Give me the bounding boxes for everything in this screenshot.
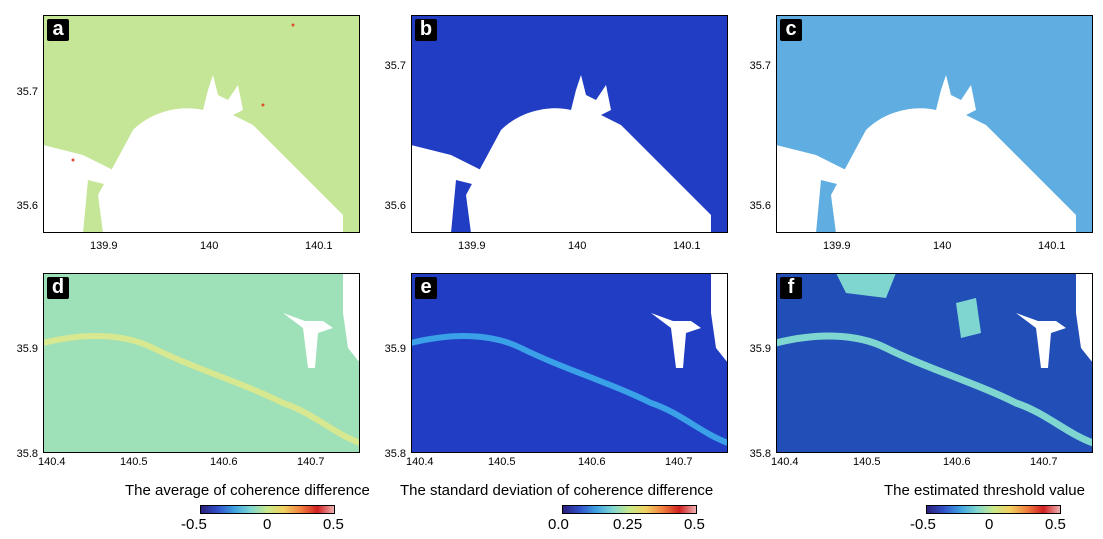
x-tick: 140.7 (297, 456, 325, 468)
x-tick: 140.5 (853, 456, 881, 468)
y-tick: 35.8 (16, 448, 38, 460)
map-b-image (411, 15, 728, 233)
y-tick: 35.6 (749, 200, 771, 212)
colorbar-label: 0.0 (548, 516, 569, 533)
panel-letter: e (415, 277, 437, 299)
x-tick: 140.4 (771, 456, 799, 468)
x-tick: 139.9 (823, 240, 851, 252)
y-tick: 35.6 (16, 200, 38, 212)
colorbar-label: 0.5 (684, 516, 705, 533)
x-tick: 140.5 (488, 456, 516, 468)
y-tick: 35.9 (384, 343, 406, 355)
x-tick: 139.9 (458, 240, 486, 252)
y-tick: 35.9 (749, 343, 771, 355)
panel-a: a 35.7 35.6 139.9 140 140.1 (0, 0, 370, 260)
map-f-image (776, 273, 1093, 453)
x-tick: 139.9 (90, 240, 118, 252)
panel-b: b 35.7 35.6 139.9 140 140.1 (368, 0, 738, 260)
x-tick: 140.4 (406, 456, 434, 468)
y-tick: 35.6 (384, 200, 406, 212)
map-f: f (776, 273, 1093, 453)
map-a-image (43, 15, 360, 233)
x-tick: 140.7 (665, 456, 693, 468)
y-tick: 35.7 (384, 60, 406, 72)
caption-threshold: The estimated threshold value (884, 482, 1085, 499)
x-tick: 140.6 (578, 456, 606, 468)
map-e: e (411, 273, 728, 453)
x-tick: 140.1 (305, 240, 333, 252)
x-tick: 140.1 (1038, 240, 1066, 252)
colorbar-average (200, 505, 335, 514)
y-tick: 35.7 (749, 60, 771, 72)
colorbar-label: -0.5 (910, 516, 936, 533)
y-tick: 35.9 (16, 343, 38, 355)
colorbar-label: 0 (985, 516, 994, 533)
colorbar-threshold (926, 505, 1061, 514)
x-tick: 140.6 (943, 456, 971, 468)
x-tick: 140 (200, 240, 219, 252)
panel-e: e 35.9 35.8 140.4 140.5 140.6 140.7 (368, 268, 738, 468)
map-e-image (411, 273, 728, 453)
panel-letter: b (415, 19, 437, 41)
x-tick: 140.1 (673, 240, 701, 252)
colorbar-label: -0.5 (181, 516, 207, 533)
colorbar-stddev (562, 505, 697, 514)
map-a: a (43, 15, 360, 233)
panel-f: f 35.9 35.8 140.4 140.5 140.6 140.7 (733, 268, 1103, 468)
y-tick: 35.8 (384, 448, 406, 460)
panel-c: c 35.7 35.6 139.9 140 140.1 (733, 0, 1103, 260)
panel-letter: c (780, 19, 802, 41)
y-tick: 35.8 (749, 448, 771, 460)
map-d-image (43, 273, 360, 453)
panel-d: d 35.9 35.8 140.4 140.5 140.6 140.7 (0, 268, 370, 468)
map-c: c (776, 15, 1093, 233)
x-tick: 140 (568, 240, 587, 252)
map-b: b (411, 15, 728, 233)
y-tick: 35.7 (16, 86, 38, 98)
x-tick: 140.4 (38, 456, 66, 468)
panel-letter: d (47, 277, 69, 299)
map-d: d (43, 273, 360, 453)
panel-letter: f (780, 277, 802, 299)
colorbar-label: 0 (263, 516, 272, 533)
panel-letter: a (47, 19, 69, 41)
caption-average: The average of coherence difference (125, 482, 370, 499)
colorbar-label: 0.25 (613, 516, 643, 533)
colorbar-label: 0.5 (1045, 516, 1066, 533)
x-tick: 140.6 (210, 456, 238, 468)
x-tick: 140.5 (120, 456, 148, 468)
x-tick: 140.7 (1030, 456, 1058, 468)
caption-stddev: The standard deviation of coherence diff… (400, 482, 714, 499)
map-c-image (776, 15, 1093, 233)
colorbar-label: 0.5 (323, 516, 344, 533)
x-tick: 140 (933, 240, 952, 252)
